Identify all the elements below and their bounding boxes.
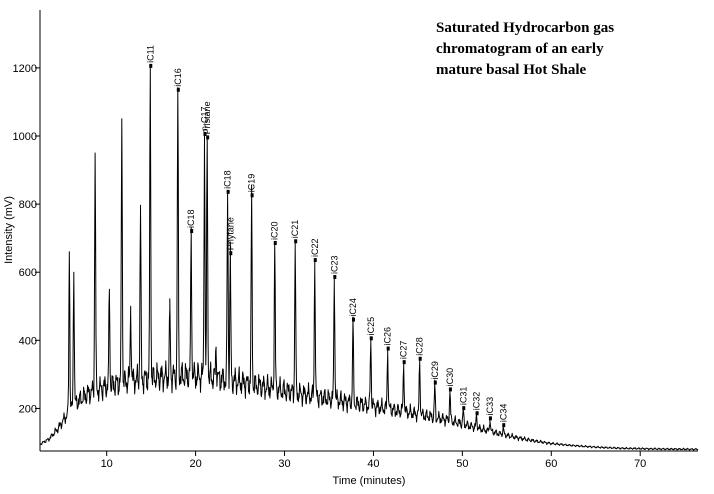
x-tick-label: 60 [545,458,557,470]
peak-marker [176,87,180,92]
x-tick-label: 20 [189,458,201,470]
chromatogram-trace [39,65,699,451]
peak-marker [333,275,337,280]
peak-label: iC30 [445,368,455,387]
peak-label: Phytane [225,217,235,250]
peak-marker [203,132,207,136]
peak-label: iC34 [498,404,508,423]
y-tick-label: 1200 [13,63,37,75]
peak-marker [226,189,230,194]
peak-marker [313,258,317,262]
peak-label: iC21 [290,220,300,239]
peak-marker [386,346,390,351]
peak-marker [149,63,153,68]
y-tick-label: 400 [19,335,37,347]
x-axis-ticks: 10 20 30 40 50 60 70 [101,451,646,470]
peak-label: iC32 [472,392,482,411]
peak-label: iC18 [223,170,233,189]
peak-marker [475,411,479,416]
x-tick-label: 70 [634,458,646,470]
peak-marker [433,380,437,385]
y-tick-label: 800 [19,199,37,211]
peak-label: iC22 [310,238,320,257]
peak-marker [273,240,277,245]
x-tick-label: 40 [367,458,379,470]
peak-label: iC11 [145,45,155,63]
peak-marker [488,416,492,421]
peak-marker [502,423,506,428]
y-axis-title: Intensity (mV) [3,196,15,264]
x-axis-title: Time (minutes) [333,475,406,487]
peak-label: iC18 [186,210,196,229]
peak-marker [462,406,466,411]
peak-marker [448,387,452,392]
peak-marker [250,193,254,198]
x-tick-label: 30 [278,458,290,470]
peak-label: iC26 [383,327,393,346]
x-tick-label: 50 [456,458,468,470]
peak-label: iC29 [430,361,440,380]
peak-marker [402,360,406,365]
y-axis-ticks: 200 400 600 800 1000 1200 [13,63,40,415]
peak-label: iC19 [247,174,257,193]
y-tick-label: 600 [19,267,37,279]
peak-marker [229,251,233,256]
peak-label: iC16 [173,68,183,87]
y-tick-label: 200 [19,403,37,415]
y-tick-label: 1000 [13,131,37,143]
peak-label: iC20 [270,221,280,240]
peak-label: iC28 [415,337,425,356]
peak-label: iC27 [399,341,409,360]
peak-marker [351,317,355,322]
peak-marker [190,229,194,234]
peak-label: iC33 [485,397,495,416]
peak-marker [369,336,373,341]
peak-marker [206,135,210,140]
peak-label: Pristane [202,101,212,134]
peak-label: iC24 [348,298,358,317]
x-tick-label: 10 [101,458,113,470]
peak-label: n-C17 [200,106,210,131]
peak-label: iC23 [329,256,339,275]
peak-marker [418,356,422,361]
peak-label: iC31 [458,387,468,406]
chart-title: Saturated Hydrocarbon gas chromatogram o… [436,20,615,78]
peak-marker [294,239,298,244]
peak-label: iC25 [366,317,376,336]
